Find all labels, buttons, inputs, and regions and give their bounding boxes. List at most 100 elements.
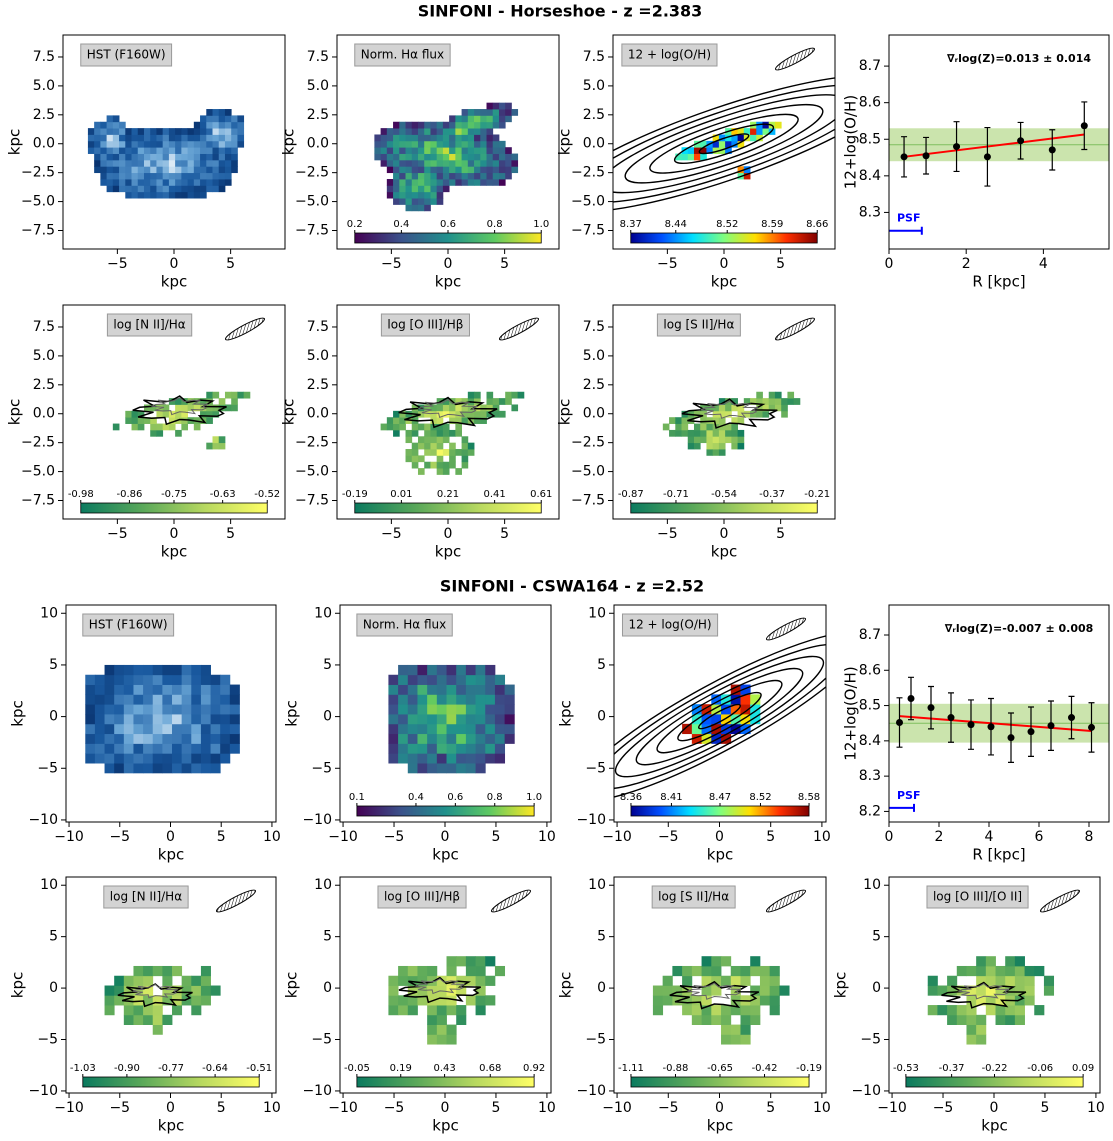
map-pixel bbox=[461, 159, 469, 167]
colorbar-tick-label: -0.52 bbox=[254, 489, 280, 500]
map-pixel bbox=[711, 985, 722, 996]
label-box bbox=[106, 313, 193, 337]
map-pixel bbox=[1005, 965, 1016, 977]
contour bbox=[151, 397, 208, 416]
map-pixel bbox=[436, 134, 444, 142]
map-pixel bbox=[123, 743, 134, 754]
map-pixel bbox=[131, 185, 139, 193]
map-pixel bbox=[386, 153, 394, 161]
map-pixel bbox=[143, 674, 154, 685]
map-pixel bbox=[106, 115, 114, 123]
map-pixel bbox=[237, 134, 245, 142]
y-tick-label: 0.0 bbox=[583, 406, 605, 422]
map-pixel bbox=[706, 429, 714, 437]
y-tick-label: −5 bbox=[37, 760, 58, 776]
y-tick-label: −2.5 bbox=[295, 165, 329, 181]
map-pixel bbox=[191, 733, 202, 744]
map-pixel bbox=[774, 398, 782, 405]
map-pixel bbox=[498, 121, 506, 129]
map-pixel bbox=[100, 121, 108, 129]
point bbox=[1080, 122, 1088, 130]
map-pixel bbox=[485, 694, 496, 705]
map-pixel bbox=[498, 398, 506, 405]
map-pixel bbox=[436, 694, 447, 705]
map-pixel bbox=[721, 694, 732, 705]
map-pixel bbox=[152, 753, 163, 764]
map-pixel bbox=[181, 423, 188, 431]
map-pixel bbox=[206, 442, 213, 450]
map-pixel bbox=[465, 704, 476, 715]
map-pixel bbox=[467, 179, 475, 186]
map-pixel bbox=[393, 410, 400, 418]
map-pixel bbox=[446, 714, 457, 725]
map-pixel bbox=[927, 975, 938, 986]
map-pixel bbox=[682, 1005, 693, 1016]
map-pixel bbox=[711, 1005, 722, 1016]
map-pixel bbox=[237, 391, 245, 399]
map-pixel bbox=[711, 704, 722, 715]
x-axis-label: kpc bbox=[981, 1117, 1007, 1135]
map-pixel bbox=[740, 1014, 751, 1025]
colorbar-tick-label: -0.22 bbox=[982, 1063, 1008, 1074]
map-pixel bbox=[398, 733, 409, 744]
map-pixel bbox=[700, 140, 707, 148]
map-pixel bbox=[152, 965, 163, 977]
y-tick-label: 5 bbox=[49, 929, 58, 945]
map-pixel bbox=[436, 198, 444, 205]
map-pixel bbox=[430, 198, 438, 205]
map-pixel bbox=[995, 995, 1006, 1006]
map-pixel bbox=[175, 410, 182, 418]
map-pixel bbox=[455, 134, 462, 142]
map-pixel bbox=[494, 704, 506, 715]
map-pixel bbox=[505, 115, 512, 123]
contour bbox=[415, 978, 465, 995]
map-pixel bbox=[442, 147, 450, 154]
map-pixel bbox=[737, 410, 745, 418]
map-pixel bbox=[200, 172, 207, 180]
map-pixel bbox=[162, 975, 173, 986]
y-tick-label: −5.0 bbox=[571, 194, 605, 210]
map-pixel bbox=[417, 185, 425, 193]
map-pixel bbox=[181, 684, 192, 695]
contour bbox=[635, 667, 804, 766]
map-pixel bbox=[119, 166, 126, 174]
map bbox=[104, 965, 221, 1035]
map-pixel bbox=[181, 140, 188, 148]
point bbox=[1017, 137, 1025, 145]
map-pixel bbox=[436, 1024, 447, 1035]
map-pixel bbox=[474, 134, 481, 142]
map-pixel bbox=[187, 128, 195, 135]
label-box bbox=[103, 885, 189, 909]
map-pixel bbox=[152, 674, 163, 685]
map-pixel bbox=[172, 674, 183, 685]
map-pixel bbox=[224, 404, 232, 412]
map-pixel bbox=[123, 684, 134, 695]
map-pixel bbox=[200, 404, 207, 412]
map-pixel bbox=[162, 985, 173, 996]
map-pixel bbox=[449, 429, 456, 437]
map-pixel bbox=[123, 975, 134, 986]
map-pixel bbox=[465, 743, 476, 754]
contour bbox=[624, 103, 824, 184]
map-pixel bbox=[480, 410, 487, 418]
map-pixel bbox=[388, 985, 399, 996]
map-pixel bbox=[218, 442, 226, 450]
map-pixel bbox=[388, 995, 399, 1006]
x-tick-label: 2 bbox=[935, 829, 944, 845]
y-tick-label: −5 bbox=[311, 760, 332, 776]
x-tick-label: 4 bbox=[1039, 256, 1048, 272]
map-pixel bbox=[417, 436, 425, 444]
y-tick-label: 5.0 bbox=[583, 78, 605, 94]
y-tick-label: 5.0 bbox=[307, 348, 329, 364]
map-pixel bbox=[436, 664, 447, 676]
point bbox=[922, 152, 930, 160]
map bbox=[85, 664, 240, 774]
y-tick-label: 8.6 bbox=[859, 95, 881, 111]
map-pixel bbox=[966, 985, 977, 996]
map-pixel bbox=[125, 410, 132, 418]
map-pixel bbox=[131, 166, 139, 174]
y-tick-label: 10 bbox=[40, 605, 58, 621]
map-pixel bbox=[114, 664, 125, 676]
map-pixel bbox=[200, 975, 211, 986]
map-pixel bbox=[455, 121, 462, 129]
